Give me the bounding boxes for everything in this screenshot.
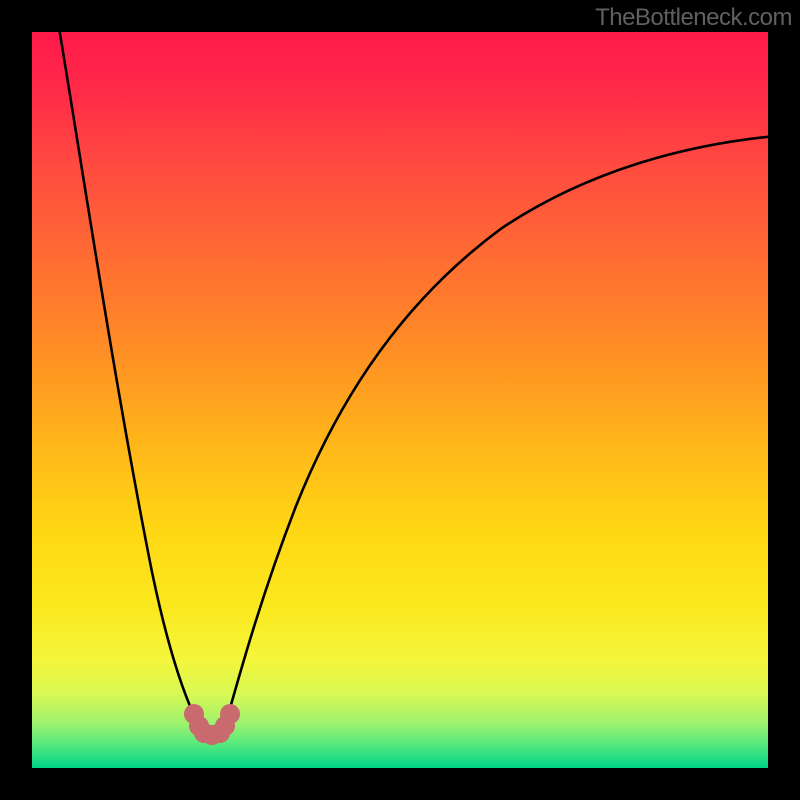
plot-area bbox=[32, 32, 768, 768]
watermark-text: TheBottleneck.com bbox=[595, 4, 792, 32]
trough-marker bbox=[220, 704, 240, 724]
bottleneck-curve bbox=[32, 32, 768, 768]
chart-frame: TheBottleneck.com bbox=[0, 0, 800, 800]
